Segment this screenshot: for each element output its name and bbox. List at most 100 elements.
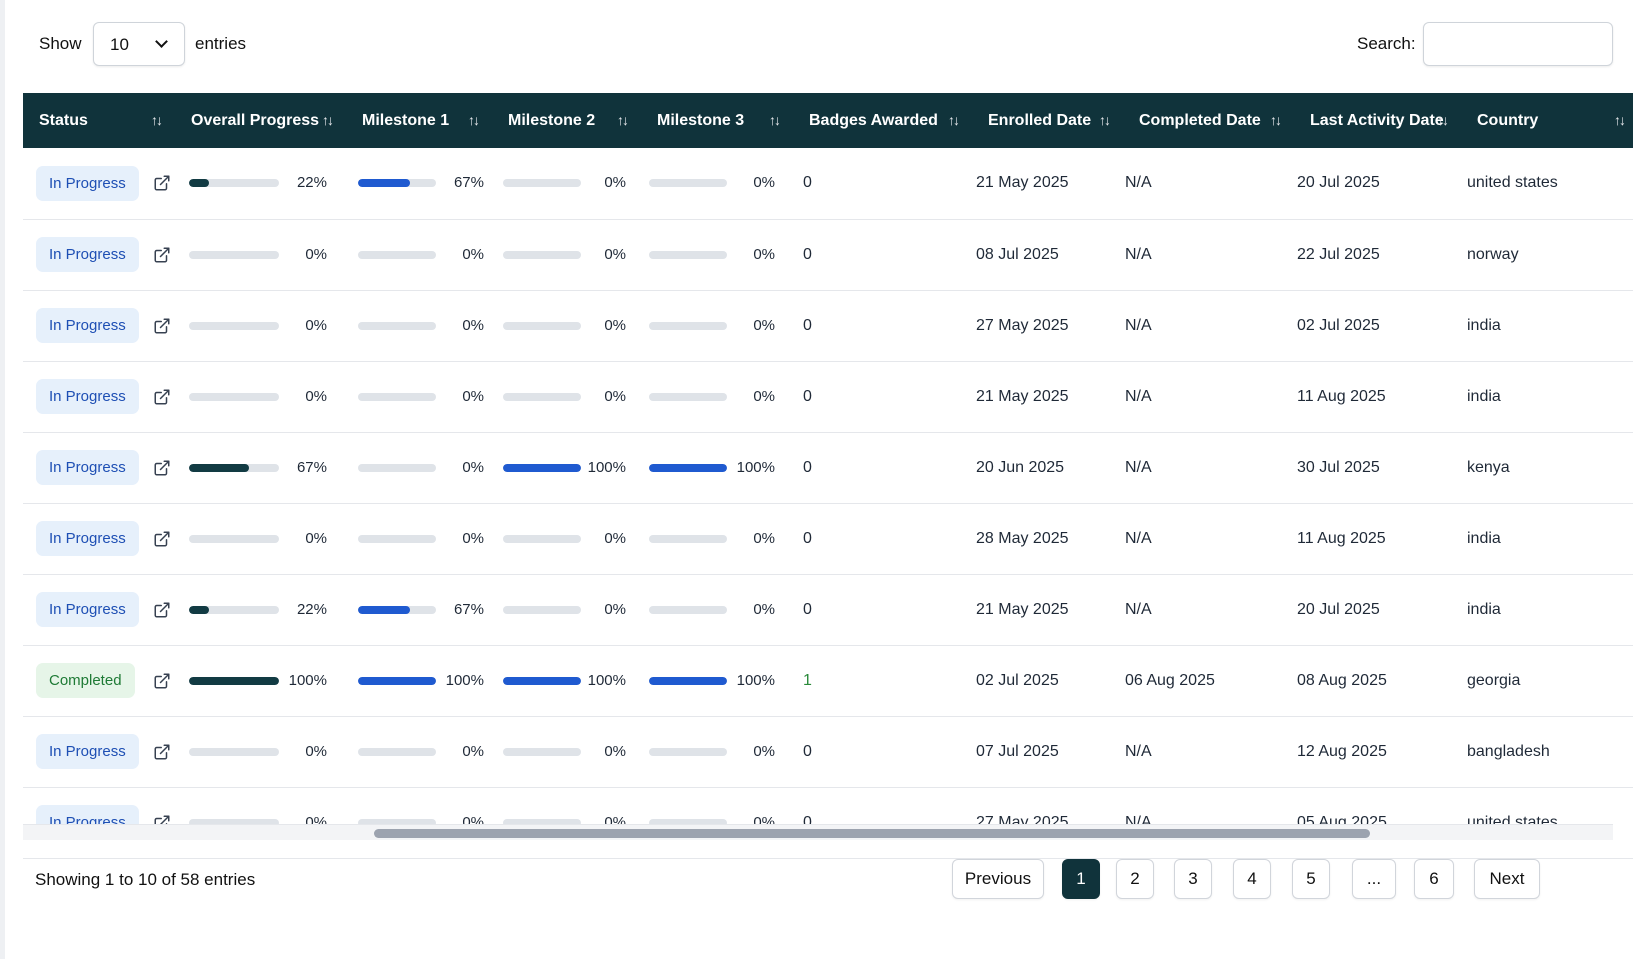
cell-completed-date: 06 Aug 2025 (1125, 671, 1215, 689)
column-header-label: Country (1477, 111, 1539, 129)
external-link-icon[interactable] (153, 459, 171, 477)
progress-percent: 0% (753, 387, 775, 405)
page-button-5[interactable]: 5 (1292, 859, 1330, 899)
cell-m3: 0% (641, 503, 793, 574)
cell-last-activity-date: 30 Jul 2025 (1297, 458, 1380, 476)
sort-icon[interactable]: ↑↓ (617, 112, 629, 128)
progress-bar (649, 818, 727, 827)
status-badge: In Progress (36, 237, 139, 272)
search-input[interactable] (1423, 22, 1613, 66)
progress-percent: 0% (604, 529, 626, 547)
external-link-icon[interactable] (153, 317, 171, 335)
external-link-icon[interactable] (153, 174, 171, 192)
external-link-icon[interactable] (153, 388, 171, 406)
table-body: In Progress 22% 67% 0% 0% 0 21 May 2025 N/A 20 J… (23, 148, 1633, 858)
cell-overall: 0% (175, 290, 346, 361)
m2-progress: 0% (492, 600, 641, 620)
sort-icon[interactable]: ↑↓ (1099, 112, 1111, 128)
cell-completed-date: N/A (1125, 529, 1152, 547)
cell-status: In Progress (23, 574, 175, 645)
search-label: Search: (1357, 34, 1416, 53)
m3-progress: 0% (641, 600, 793, 620)
m2-progress: 0% (492, 316, 641, 336)
next-button[interactable]: Next (1474, 859, 1540, 899)
cell-status: In Progress (23, 361, 175, 432)
cell-m2: 0% (492, 716, 641, 787)
progress-bar (503, 676, 581, 685)
progress-bar (503, 747, 581, 756)
cell-m2: 0% (492, 503, 641, 574)
external-link-icon[interactable] (153, 672, 171, 690)
overall-progress: 100% (175, 671, 346, 691)
progress-bar (503, 321, 581, 330)
cell-last-activity-date: 02 Jul 2025 (1297, 316, 1380, 334)
cell-m2: 100% (492, 645, 641, 716)
progress-bar (503, 179, 581, 188)
column-header-badges-awarded[interactable]: Badges Awarded ↑↓ (793, 93, 972, 148)
column-header-enrolled-date[interactable]: Enrolled Date ↑↓ (972, 93, 1123, 148)
cell-last-activity-date: 20 Jul 2025 (1297, 174, 1380, 192)
page-button-2[interactable]: 2 (1116, 859, 1154, 899)
sort-icon[interactable]: ↑↓ (948, 112, 960, 128)
cell-status: In Progress (23, 432, 175, 503)
column-header-status[interactable]: Status ↑↓ (23, 93, 175, 148)
column-header-country[interactable]: Country ↑↓ (1461, 93, 1633, 148)
overall-progress: 0% (175, 529, 346, 549)
progress-percent: 100% (288, 671, 327, 689)
external-link-icon[interactable] (153, 246, 171, 264)
cell-m1: 0% (346, 432, 492, 503)
column-header-overall-progress[interactable]: Overall Progress ↑↓ (175, 93, 346, 148)
previous-button[interactable]: Previous (952, 859, 1044, 899)
progress-percent: 22% (296, 600, 327, 618)
overall-progress: 0% (175, 742, 346, 762)
page-button-1[interactable]: 1 (1062, 859, 1100, 899)
cell-badges: 0 (803, 529, 812, 547)
progress-percent: 0% (753, 529, 775, 547)
cell-m3: 0% (641, 290, 793, 361)
progress-fill (189, 605, 209, 614)
m2-progress: 0% (492, 529, 641, 549)
progress-percent: 67% (296, 458, 327, 476)
column-header-completed-date[interactable]: Completed Date ↑↓ (1123, 93, 1294, 148)
progress-percent: 67% (453, 600, 484, 618)
external-link-icon[interactable] (153, 743, 171, 761)
sort-icon[interactable]: ↑↓ (1270, 112, 1282, 128)
table-row: In Progress 0% 0% 0% 0% 0 27 May 2025 N/A 05 Aug… (23, 787, 1633, 858)
progress-percent: 0% (604, 600, 626, 618)
column-header-milestone-1[interactable]: Milestone 1 ↑↓ (346, 93, 492, 148)
sort-icon[interactable]: ↑↓ (1614, 112, 1626, 128)
sort-icon[interactable]: ↑↓ (322, 112, 334, 128)
progress-bar (649, 250, 727, 259)
m1-progress: 0% (346, 742, 492, 762)
m2-progress: 0% (492, 173, 641, 193)
page-button-6[interactable]: 6 (1414, 859, 1454, 899)
sort-icon[interactable]: ↑↓ (468, 112, 480, 128)
progress-fill (503, 463, 581, 472)
progress-bar (358, 747, 436, 756)
column-header-milestone-3[interactable]: Milestone 3 ↑↓ (641, 93, 793, 148)
progress-bar (358, 250, 436, 259)
page-button-3[interactable]: 3 (1174, 859, 1212, 899)
page-button-4[interactable]: 4 (1233, 859, 1271, 899)
progress-percent: 0% (305, 742, 327, 760)
sort-icon[interactable]: ↑↓ (1437, 112, 1449, 128)
overall-progress: 22% (175, 600, 346, 620)
m1-progress: 0% (346, 529, 492, 549)
column-header-milestone-2[interactable]: Milestone 2 ↑↓ (492, 93, 641, 148)
progress-bar (358, 321, 436, 330)
cell-status: In Progress (23, 503, 175, 574)
progress-percent: 100% (587, 671, 626, 689)
cell-m2: 0% (492, 574, 641, 645)
column-header-last-activity-date[interactable]: Last Activity Date ↑↓ (1294, 93, 1461, 148)
cell-last-activity-date: 20 Jul 2025 (1297, 600, 1380, 618)
sort-icon[interactable]: ↑↓ (769, 112, 781, 128)
external-link-icon[interactable] (153, 601, 171, 619)
table-row: Completed 100% 100% 100% 100% 1 02 Jul 2025 06 … (23, 645, 1633, 716)
entries-length-select[interactable]: 10 (93, 22, 185, 66)
external-link-icon[interactable] (153, 530, 171, 548)
progress-bar (358, 463, 436, 472)
scrollbar-thumb[interactable] (374, 829, 1370, 838)
sort-icon[interactable]: ↑↓ (151, 112, 163, 128)
cell-badges: 0 (803, 742, 812, 760)
progress-percent: 100% (736, 671, 775, 689)
